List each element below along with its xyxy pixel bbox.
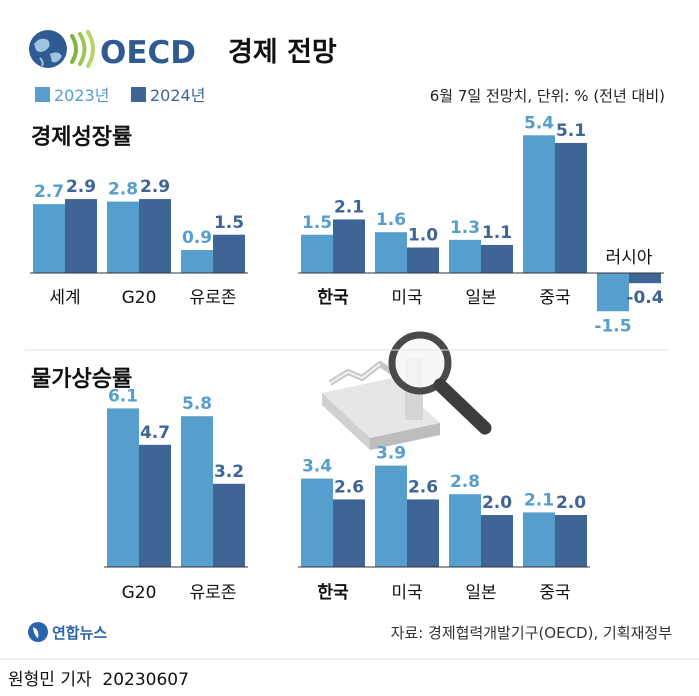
category-label-일본: 일본	[465, 288, 496, 308]
bar-러시아-2023년	[597, 273, 629, 312]
bar-중국-2024년	[555, 142, 587, 273]
value-label-한국-2024년: 2.6	[334, 477, 364, 497]
logo-text: OECD	[100, 35, 196, 71]
bar-일본-2024년	[481, 244, 513, 273]
page-title: 경제 전망	[228, 37, 337, 68]
bar-유로존-2023년	[181, 250, 213, 273]
value-label-G20-2023년: 2.8	[108, 180, 138, 200]
bar-유로존-2024년	[213, 483, 245, 567]
category-label-G20: G20	[122, 583, 157, 603]
value-label-G20-2024년: 2.9	[140, 177, 170, 197]
source-note: 자료: 경제협력개발기구(OECD), 기획재정부	[391, 624, 673, 642]
value-label-중국-2023년: 2.1	[524, 490, 554, 510]
legend-swatch-2023	[35, 87, 50, 102]
value-label-중국-2024년: 2.0	[556, 493, 586, 513]
bar-러시아-2024년	[629, 273, 661, 284]
bar-미국-2023년	[375, 465, 407, 567]
inflation-chart: 6.14.7G205.83.2유로존3.42.6한국3.92.6미국2.82.0…	[104, 386, 590, 603]
value-label-G20-2023년: 6.1	[108, 386, 138, 406]
category-label-러시아: 러시아	[606, 248, 653, 268]
value-label-일본-2023년: 1.3	[450, 218, 480, 238]
bar-한국-2023년	[301, 478, 333, 567]
value-label-미국-2023년: 1.6	[376, 210, 406, 230]
bar-유로존-2023년	[181, 416, 213, 567]
value-label-일본-2023년: 2.8	[450, 472, 480, 492]
value-label-세계-2024년: 2.9	[66, 177, 96, 197]
bar-한국-2023년	[301, 234, 333, 273]
value-label-미국-2024년: 1.0	[408, 226, 438, 246]
agency-name: 연합뉴스	[52, 624, 107, 642]
value-label-G20-2024년: 4.7	[140, 423, 170, 443]
magnifier-chart-illustration	[322, 331, 492, 450]
value-label-유로존-2023년: 0.9	[182, 228, 212, 248]
bar-중국-2023년	[523, 135, 555, 273]
value-label-유로존-2024년: 3.2	[214, 462, 244, 482]
category-label-중국: 중국	[539, 583, 570, 603]
value-label-세계-2023년: 2.7	[34, 182, 64, 202]
bar-중국-2024년	[555, 515, 587, 567]
value-label-러시아-2024년: -0.4	[626, 288, 663, 308]
bar-한국-2024년	[333, 499, 365, 567]
growth-title: 경제성장률	[31, 125, 132, 150]
bar-미국-2024년	[407, 247, 439, 273]
bar-G20-2023년	[107, 408, 139, 567]
value-label-유로존-2023년: 5.8	[182, 394, 212, 414]
value-label-일본-2024년: 1.1	[482, 223, 512, 243]
bar-세계-2023년	[33, 204, 65, 273]
category-label-유로존: 유로존	[190, 288, 237, 308]
bar-미국-2023년	[375, 232, 407, 273]
oecd-arcs-icon	[70, 30, 95, 68]
bar-G20-2023년	[107, 201, 139, 273]
value-label-한국-2023년: 3.4	[302, 457, 332, 477]
byline: 원형민 기자 20230607	[8, 670, 189, 690]
unit-note: 6월 7일 전망치, 단위: % (전년 대비)	[430, 87, 665, 105]
category-label-G20: G20	[122, 288, 157, 308]
category-label-유로존: 유로존	[190, 583, 237, 603]
yonhap-logo-icon	[28, 622, 48, 642]
value-label-미국-2024년: 2.6	[408, 477, 438, 497]
value-label-중국-2023년: 5.4	[524, 113, 554, 133]
bar-미국-2024년	[407, 499, 439, 567]
category-label-세계: 세계	[49, 288, 80, 308]
value-label-미국-2023년: 3.9	[376, 444, 406, 464]
legend-label-2023: 2023년	[54, 86, 109, 105]
bar-일본-2024년	[481, 515, 513, 567]
legend-label-2024: 2024년	[150, 86, 205, 105]
bar-일본-2023년	[449, 494, 481, 567]
value-label-한국-2023년: 1.5	[302, 213, 332, 233]
bar-세계-2024년	[65, 199, 97, 273]
bar-유로존-2024년	[213, 234, 245, 273]
value-label-한국-2024년: 2.1	[334, 197, 364, 217]
bar-G20-2024년	[139, 199, 171, 273]
inflation-title: 물가상승률	[31, 367, 132, 392]
legend-swatch-2024	[131, 87, 146, 102]
category-label-한국: 한국	[317, 288, 349, 308]
category-label-미국: 미국	[391, 288, 422, 308]
bar-일본-2023년	[449, 239, 481, 273]
value-label-중국-2024년: 5.1	[556, 121, 586, 141]
oecd-globe-icon	[29, 30, 67, 68]
value-label-유로존-2024년: 1.5	[214, 213, 244, 233]
category-label-중국: 중국	[539, 288, 570, 308]
bar-중국-2023년	[523, 512, 555, 567]
value-label-일본-2024년: 2.0	[482, 493, 512, 513]
category-label-미국: 미국	[391, 583, 422, 603]
category-label-한국: 한국	[317, 583, 349, 603]
value-label-러시아-2023년: -1.5	[594, 316, 631, 336]
category-label-일본: 일본	[465, 583, 496, 603]
bar-한국-2024년	[333, 219, 365, 273]
bar-G20-2024년	[139, 444, 171, 567]
